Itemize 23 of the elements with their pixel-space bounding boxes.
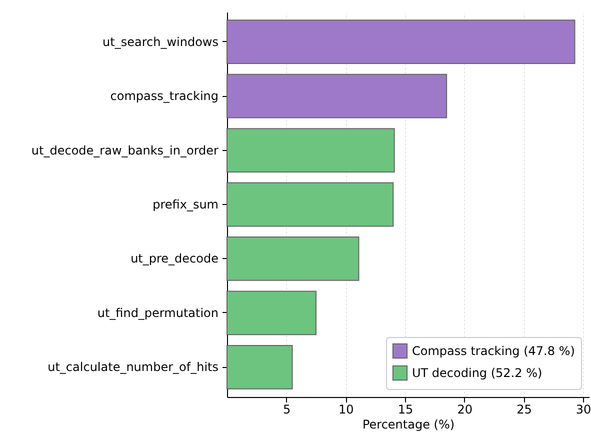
y-tick-label: ut_find_permutation (97, 306, 218, 320)
y-tick-label: ut_calculate_number_of_hits (48, 360, 218, 374)
legend-label: UT decoding (52.2 %) (412, 366, 542, 380)
bar (226, 182, 394, 227)
y-tick-label: prefix_sum (152, 198, 218, 212)
x-tick-label: 30 (576, 402, 591, 416)
y-tick-label: ut_search_windows (102, 34, 218, 49)
bar (226, 236, 360, 281)
bar (226, 74, 448, 118)
bar (226, 128, 395, 172)
bar (226, 20, 576, 64)
legend-label: Compass tracking (47.8 %) (412, 344, 575, 358)
bar (226, 344, 293, 390)
y-tick-label: ut_decode_raw_banks_in_order (31, 143, 219, 158)
x-tick-label: 10 (338, 402, 354, 416)
x-tick-label: 15 (398, 402, 414, 416)
x-tick-label: 5 (283, 402, 291, 416)
x-tick-label: 25 (516, 402, 532, 416)
x-tick-label: 20 (457, 402, 473, 416)
x-axis-title: Percentage (%) (362, 418, 455, 432)
y-tick-label: ut_pre_decode (130, 252, 218, 266)
y-tick-label: compass_tracking (110, 89, 218, 104)
bar (226, 290, 317, 336)
